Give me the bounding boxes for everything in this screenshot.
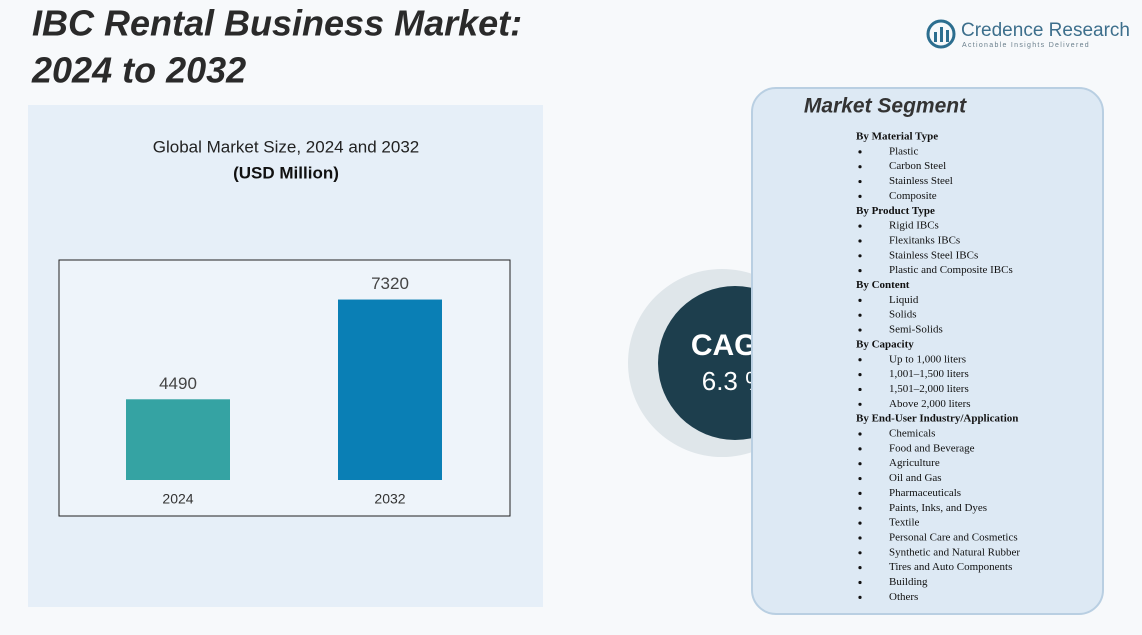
bullet <box>858 150 862 154</box>
bullet <box>858 239 862 243</box>
segment-item: Synthetic and Natural Rubber <box>889 546 1020 558</box>
bullet <box>858 595 862 599</box>
segment-item: Pharmaceuticals <box>889 487 961 499</box>
bullet <box>858 269 862 273</box>
bullet <box>858 165 862 169</box>
bullet <box>858 194 862 198</box>
segment-item: Up to 1,000 liters <box>889 353 966 365</box>
segment-item: Composite <box>889 190 937 202</box>
segment-item: 1,001–1,500 liters <box>889 368 969 380</box>
bullet <box>858 536 862 540</box>
segment-group: By End-User Industry/Application <box>856 413 1018 425</box>
title: 2024 to 2032 <box>31 50 246 91</box>
segment-group: By Content <box>856 279 910 291</box>
segment-item: Oil and Gas <box>889 472 942 484</box>
title: IBC Rental Business Market: <box>32 3 522 44</box>
segment-item: Tires and Auto Components <box>889 561 1012 573</box>
bullet <box>858 224 862 228</box>
chart-title: Global Market Size, 2024 and 2032 <box>153 137 420 156</box>
segment-item: Plastic and Composite IBCs <box>889 264 1013 276</box>
bar <box>126 399 230 480</box>
segment-item: Food and Beverage <box>889 442 975 454</box>
bullet <box>858 491 862 495</box>
segment-group: By Material Type <box>856 131 938 143</box>
bullet <box>858 358 862 362</box>
segment-item: 1,501–2,000 liters <box>889 383 969 395</box>
segment-item: Personal Care and Cosmetics <box>889 531 1018 543</box>
bullet <box>858 298 862 302</box>
bullet <box>858 373 862 377</box>
bullet <box>858 566 862 570</box>
x-tick-label: 2024 <box>162 491 193 507</box>
segment-item: Building <box>889 576 928 588</box>
segment-item: Stainless Steel <box>889 175 953 187</box>
bullet <box>858 551 862 555</box>
segment-item: Textile <box>889 517 920 529</box>
logo: Credence Research Actionable Insights De… <box>926 19 1130 49</box>
bullet <box>858 447 862 451</box>
bullet <box>858 254 862 258</box>
segment-item: Liquid <box>889 294 919 306</box>
bullet <box>858 521 862 525</box>
x-tick-label: 2032 <box>374 491 405 507</box>
bullet <box>858 402 862 406</box>
bullet <box>858 432 862 436</box>
bullet <box>858 506 862 510</box>
bullet <box>858 387 862 392</box>
logo-icon <box>934 32 937 42</box>
bullet <box>858 462 862 466</box>
chart-subtitle: (USD Million) <box>233 163 339 182</box>
segment-item: Chemicals <box>889 428 935 440</box>
segment-item: Agriculture <box>889 457 940 469</box>
segment-item: Plastic <box>889 145 918 157</box>
segment-item: Flexitanks IBCs <box>889 234 960 246</box>
bullet <box>858 476 862 481</box>
bullet <box>858 313 862 317</box>
data-label: 4490 <box>159 374 197 393</box>
bullet <box>858 580 862 585</box>
bullet <box>858 179 862 184</box>
segment-panel <box>751 87 1104 615</box>
segment-item: Stainless Steel IBCs <box>889 249 978 261</box>
segment-item: Solids <box>889 309 917 321</box>
segment-item: Carbon Steel <box>889 160 946 172</box>
logo-icon <box>946 30 949 42</box>
segment-item: Paints, Inks, and Dyes <box>889 502 987 514</box>
segment-title: Market Segment <box>804 95 967 118</box>
bar <box>338 299 442 480</box>
logo-icon <box>940 27 943 42</box>
segment-item: Rigid IBCs <box>889 220 939 232</box>
logo-tagline: Actionable Insights Delivered <box>962 42 1090 49</box>
segment-item: Others <box>889 591 918 603</box>
logo-name: Credence Research <box>961 20 1130 41</box>
data-label: 7320 <box>371 274 409 293</box>
segment-group: By Capacity <box>856 338 914 350</box>
segment-group: By Product Type <box>856 205 935 217</box>
segment-item: Above 2,000 liters <box>889 398 971 410</box>
bullet <box>858 328 862 332</box>
segment-item: Semi-Solids <box>889 324 943 336</box>
logo-icon <box>926 19 956 49</box>
